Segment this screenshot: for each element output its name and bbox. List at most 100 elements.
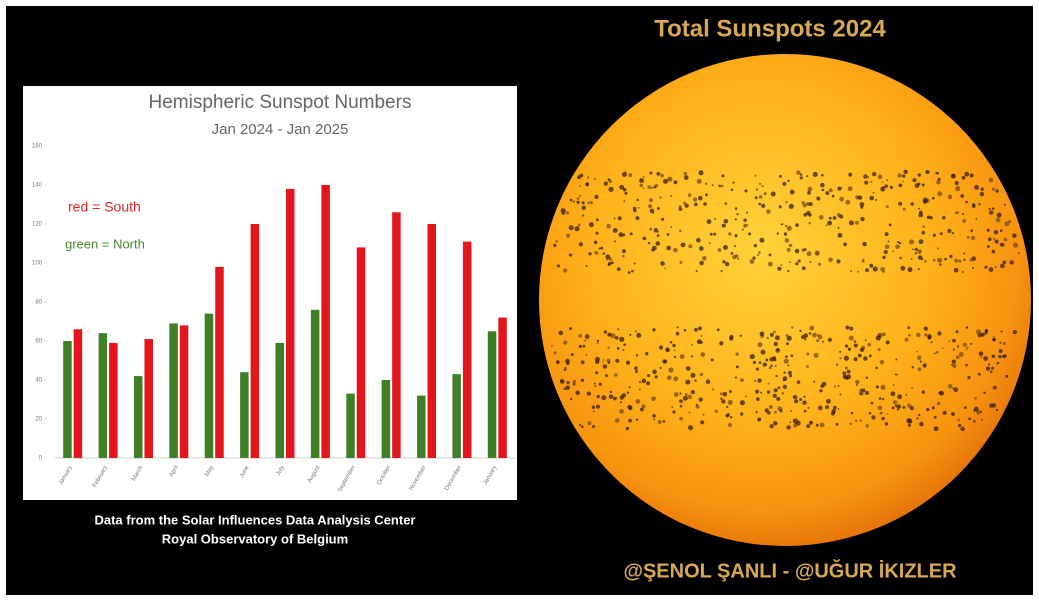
sunspot xyxy=(877,405,883,411)
sunspot xyxy=(602,359,605,361)
sunspot xyxy=(749,259,755,264)
sunspot xyxy=(902,405,906,409)
sunspot xyxy=(988,177,994,183)
sunspot xyxy=(782,384,788,390)
sunspot xyxy=(935,350,939,354)
sunspot xyxy=(572,382,576,386)
sunspot xyxy=(565,211,570,215)
sunspot xyxy=(772,393,777,398)
sunspot xyxy=(608,186,614,192)
sunspot xyxy=(969,173,974,178)
bar xyxy=(452,374,461,458)
sunspot xyxy=(862,258,865,261)
sunspot xyxy=(683,328,687,332)
sunspot xyxy=(758,195,763,199)
sunspot xyxy=(984,329,989,334)
sunspot xyxy=(880,266,885,272)
bar xyxy=(250,224,260,458)
sunspot xyxy=(777,266,782,271)
sunspot xyxy=(553,351,557,355)
sunspot xyxy=(837,186,842,191)
sunspot xyxy=(663,178,669,184)
sunspot xyxy=(607,263,611,267)
sunspot xyxy=(651,248,655,252)
sunspot xyxy=(870,180,873,183)
sunspot xyxy=(931,196,935,200)
sunspot xyxy=(636,332,642,338)
sunspot xyxy=(826,398,831,404)
sunspot xyxy=(724,261,730,267)
sunspot xyxy=(954,258,959,263)
sunspot xyxy=(614,373,618,377)
sunspot xyxy=(698,196,703,201)
sunspot xyxy=(884,232,889,237)
sunspot xyxy=(759,237,765,243)
sunspot xyxy=(952,363,957,368)
sunspot xyxy=(693,197,698,202)
sunspot xyxy=(661,217,665,221)
sunspot xyxy=(961,175,966,180)
sunspot xyxy=(879,412,882,415)
y-tick-label: 140 xyxy=(32,183,43,189)
sunspot xyxy=(962,212,965,216)
sunspot xyxy=(635,418,639,421)
sunspot xyxy=(635,216,640,221)
sunspot xyxy=(593,382,596,385)
sunspot xyxy=(901,180,904,183)
sunspot xyxy=(894,373,897,376)
sunspot xyxy=(772,356,776,360)
sunspot xyxy=(832,216,837,220)
sunspot xyxy=(941,215,946,220)
sunspot xyxy=(770,364,773,367)
sunspot xyxy=(828,257,833,263)
sunspot xyxy=(871,415,876,420)
sunspot xyxy=(894,404,898,407)
sunspot xyxy=(836,259,841,264)
sunspot xyxy=(1000,330,1003,333)
sunspot xyxy=(602,252,606,255)
sunspot xyxy=(821,188,825,192)
y-tick-label: 20 xyxy=(35,417,42,423)
sunspot xyxy=(754,174,757,177)
bar xyxy=(356,247,366,458)
sunspot xyxy=(865,376,869,380)
sunspot xyxy=(952,348,956,351)
sunspot xyxy=(998,354,1002,359)
sunspot xyxy=(773,421,778,426)
sunspot xyxy=(760,391,763,394)
sunspot xyxy=(569,397,573,401)
sunspot xyxy=(789,189,795,195)
sunspot xyxy=(801,266,806,271)
sunspot xyxy=(639,381,641,384)
sunspot xyxy=(654,375,658,379)
sunspot xyxy=(732,181,735,184)
sunspot xyxy=(846,369,851,374)
sunspot xyxy=(765,363,768,366)
sunspot xyxy=(602,364,608,369)
sunspot xyxy=(662,359,667,364)
sunspot xyxy=(647,185,651,189)
sunspot xyxy=(922,363,927,368)
annotation: red = South xyxy=(68,199,141,215)
sunspot xyxy=(773,330,776,334)
sunspot xyxy=(726,405,729,408)
sunspot xyxy=(660,173,664,178)
sunspot xyxy=(845,199,851,205)
sunspot xyxy=(936,247,940,250)
sunspot xyxy=(859,202,865,207)
sunspot xyxy=(958,352,964,357)
sunspot xyxy=(885,205,889,209)
sunspot xyxy=(596,394,600,399)
sunspot xyxy=(860,388,863,391)
sunspot xyxy=(801,201,805,205)
sunspot xyxy=(892,384,895,386)
sunspot xyxy=(743,218,747,222)
sunspot xyxy=(794,248,800,254)
sunspot xyxy=(799,173,803,176)
sunspot xyxy=(705,193,708,197)
sunspot xyxy=(606,358,611,363)
sunspot xyxy=(980,332,985,337)
sunspot xyxy=(687,193,692,197)
sunspot xyxy=(761,185,764,188)
